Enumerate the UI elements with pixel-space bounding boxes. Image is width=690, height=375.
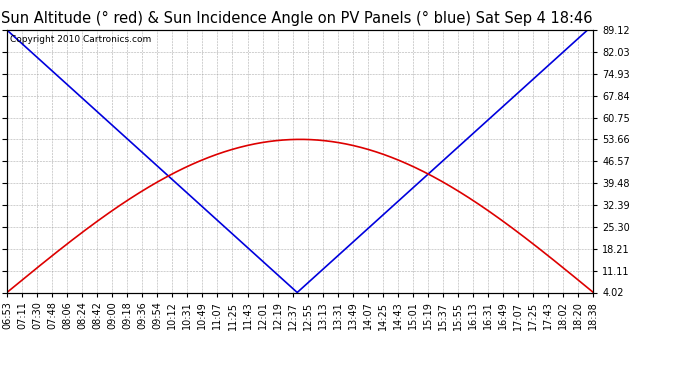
Text: Copyright 2010 Cartronics.com: Copyright 2010 Cartronics.com [10, 35, 151, 44]
Text: Sun Altitude (° red) & Sun Incidence Angle on PV Panels (° blue) Sat Sep 4 18:46: Sun Altitude (° red) & Sun Incidence Ang… [1, 11, 593, 26]
